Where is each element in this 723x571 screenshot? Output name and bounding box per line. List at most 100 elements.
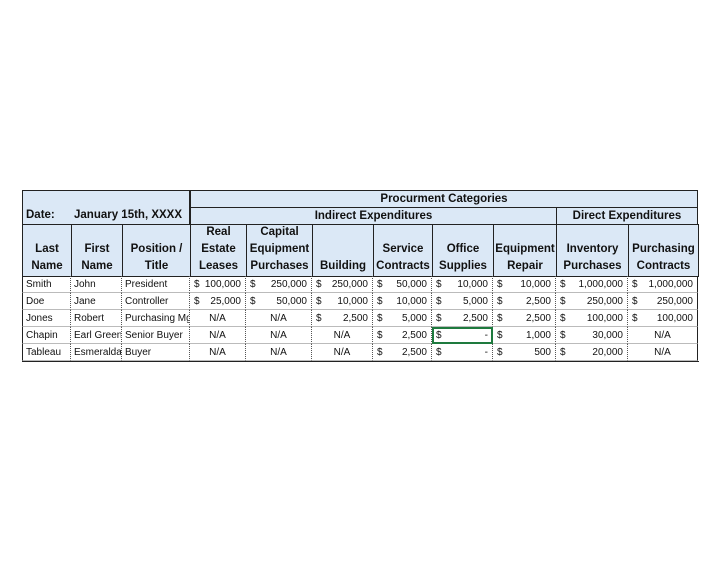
cell: President bbox=[122, 276, 190, 293]
column-header: Last Name bbox=[22, 224, 72, 277]
currency: $ bbox=[560, 347, 566, 358]
cell: N/A bbox=[312, 327, 373, 344]
amount: 10,000 bbox=[520, 279, 551, 290]
cell: $2,500 bbox=[373, 327, 432, 344]
text: Controller bbox=[125, 296, 169, 307]
group-label: Indirect Expenditures bbox=[314, 210, 433, 222]
text: President bbox=[125, 279, 168, 290]
text: Esmeralda bbox=[74, 347, 122, 358]
cell: $2,500 bbox=[493, 293, 556, 310]
cell: $10,000 bbox=[432, 276, 493, 293]
text: Purchasing Mgr bbox=[125, 313, 190, 324]
date-label: Date: bbox=[26, 209, 55, 221]
header-line: Leases bbox=[198, 260, 238, 272]
amount: 250,000 bbox=[331, 279, 368, 290]
cell: $50,000 bbox=[373, 276, 432, 293]
cell: John bbox=[71, 276, 122, 293]
table-border bbox=[22, 361, 699, 362]
text: Robert bbox=[74, 313, 105, 324]
cell: $10,000 bbox=[373, 293, 432, 310]
header-line: Purchases bbox=[563, 260, 622, 272]
cell: N/A bbox=[190, 327, 246, 344]
amount: 50,000 bbox=[396, 279, 427, 290]
amount: 5,000 bbox=[401, 313, 427, 324]
column-header: Service Contracts bbox=[373, 224, 433, 277]
column-header: Equipment Repair bbox=[493, 224, 557, 277]
column-header: Capital Equipment Purchases bbox=[246, 224, 313, 277]
currency: $ bbox=[560, 330, 566, 341]
header-line: Equipment bbox=[249, 243, 310, 255]
amount: 1,000 bbox=[525, 330, 551, 341]
group-label: Direct Expenditures bbox=[572, 210, 682, 222]
column-header: Office Supplies bbox=[432, 224, 494, 277]
amount: 250,000 bbox=[656, 296, 693, 307]
currency: $ bbox=[436, 279, 442, 290]
title: Procurment Categories bbox=[380, 193, 508, 205]
currency: $ bbox=[377, 296, 383, 307]
text: Doe bbox=[26, 296, 45, 307]
currency: $ bbox=[316, 279, 322, 290]
amount: 10,000 bbox=[337, 296, 368, 307]
cell: $10,000 bbox=[493, 276, 556, 293]
cell: Doe bbox=[22, 293, 71, 310]
currency: $ bbox=[250, 296, 256, 307]
cell: Chapin bbox=[22, 327, 71, 344]
title-cell: Procurment Categories bbox=[190, 190, 698, 208]
amount: 1,000,000 bbox=[578, 279, 624, 290]
cell: N/A bbox=[246, 344, 312, 361]
currency: $ bbox=[436, 296, 442, 307]
currency: $ bbox=[497, 330, 503, 341]
header-line: Building bbox=[320, 260, 366, 272]
amount: - bbox=[484, 347, 488, 358]
cell: Senior Buyer bbox=[122, 327, 190, 344]
header-line: Service bbox=[382, 243, 424, 255]
cell: $5,000 bbox=[432, 293, 493, 310]
cell: $100,000 bbox=[556, 310, 628, 327]
currency: $ bbox=[632, 279, 638, 290]
cell: $ - bbox=[432, 344, 493, 361]
currency: $ bbox=[560, 296, 566, 307]
currency: $ bbox=[497, 279, 503, 290]
cell: $10,000 bbox=[312, 293, 373, 310]
cell: $ - bbox=[432, 327, 493, 344]
amount: 10,000 bbox=[396, 296, 427, 307]
cell: N/A bbox=[190, 344, 246, 361]
text: Smith bbox=[26, 279, 52, 290]
text: N/A bbox=[333, 330, 351, 341]
header-line: Supplies bbox=[439, 260, 487, 272]
cell: Earl Green bbox=[71, 327, 122, 344]
text: N/A bbox=[654, 330, 671, 341]
column-header: Real Estate Leases bbox=[190, 224, 247, 277]
header-line: Title bbox=[144, 260, 169, 272]
header-line: Name bbox=[31, 260, 63, 272]
header-line: Purchases bbox=[250, 260, 309, 272]
cell: $2,500 bbox=[493, 310, 556, 327]
header-line: Position / bbox=[130, 243, 183, 255]
header-line: Equipment bbox=[495, 243, 555, 255]
text: N/A bbox=[270, 313, 287, 324]
text: Jane bbox=[74, 296, 96, 307]
cell: N/A bbox=[246, 310, 312, 327]
currency: $ bbox=[436, 347, 442, 358]
text: Jones bbox=[26, 313, 53, 324]
header-line: Name bbox=[81, 260, 113, 272]
currency: $ bbox=[560, 313, 566, 324]
text: N/A bbox=[209, 347, 226, 358]
cell: Esmeralda bbox=[71, 344, 122, 361]
cell: $1,000,000 bbox=[628, 276, 698, 293]
text: N/A bbox=[209, 313, 226, 324]
text: John bbox=[74, 279, 96, 290]
header-line: Real bbox=[206, 226, 231, 238]
amount: 2,500 bbox=[342, 313, 368, 324]
cell: $20,000 bbox=[556, 344, 628, 361]
cell: Controller bbox=[122, 293, 190, 310]
currency: $ bbox=[497, 313, 503, 324]
header-line: Contracts bbox=[376, 260, 430, 272]
text: N/A bbox=[209, 330, 226, 341]
currency: $ bbox=[377, 330, 383, 341]
header-line: Repair bbox=[507, 260, 543, 272]
header-line: Office bbox=[446, 243, 480, 255]
header-line: Capital bbox=[260, 226, 299, 238]
column-header: Position / Title bbox=[122, 224, 191, 277]
